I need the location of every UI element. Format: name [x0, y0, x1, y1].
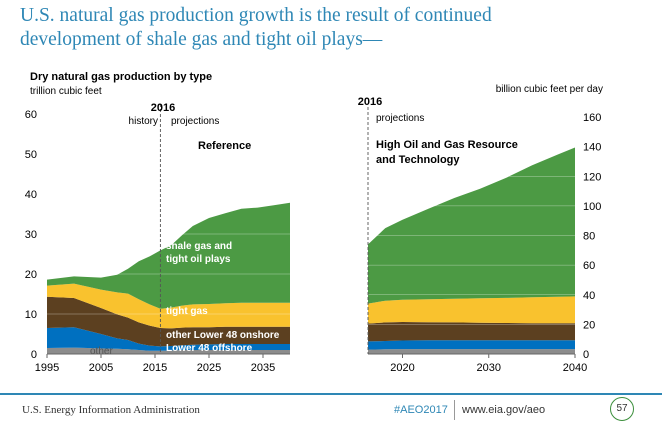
right-y-tick-label: 40 — [583, 290, 595, 302]
right-area-lower-48-offshore — [368, 340, 575, 350]
left-area-other-lower-48-onshore — [47, 296, 290, 347]
left-area-shale-gas-and-tight-oil-plays — [47, 202, 290, 309]
left-divider-year-label: 2016 — [151, 102, 175, 114]
tight-gas-area-label: tight gas — [166, 306, 208, 317]
left-area-other — [47, 347, 290, 354]
high-resource-case-label-line-1: High Oil and Gas Resource — [376, 139, 518, 151]
shale-area-label-line-2: tight oil plays — [166, 254, 231, 265]
production-charts: Dry natural gas production by type trill… — [25, 71, 603, 374]
right-x-tick-label: 2030 — [477, 362, 501, 374]
footer-hashtag: #AEO2017 — [394, 404, 448, 416]
slide-title-line-2: development of shale gas and tight oil p… — [20, 29, 383, 50]
left-x-tick-label: 2005 — [89, 362, 113, 374]
shale-area-label: shale gas and tight oil plays — [166, 241, 235, 265]
left-chart-unit-label: trillion cubic feet — [30, 86, 102, 97]
slide-title-line-1: U.S. natural gas production growth is th… — [20, 5, 492, 26]
left-area-tight-gas — [47, 283, 290, 329]
left-x-tick-label: 1995 — [35, 362, 59, 374]
left-y-tick-label: 60 — [25, 109, 37, 121]
left-y-tick-label: 0 — [31, 349, 37, 361]
right-y-tick-label: 80 — [583, 231, 595, 243]
left-chart-title: Dry natural gas production by type — [30, 71, 212, 83]
right-y-tick-label: 140 — [583, 142, 601, 154]
left-projections-label: projections — [171, 116, 219, 127]
left-y-tick-label: 40 — [25, 189, 37, 201]
right-y-tick-label: 0 — [583, 349, 589, 361]
right-area-other — [368, 349, 575, 354]
left-x-tick-label: 2015 — [143, 362, 167, 374]
right-y-tick-label: 60 — [583, 260, 595, 272]
right-x-tick-label: 2020 — [390, 362, 414, 374]
other-area-label: other — [90, 346, 113, 357]
right-divider-year-label: 2016 — [358, 96, 382, 108]
left-area-lower-48-offshore — [47, 327, 290, 351]
high-resource-case-label-line-2: and Technology — [376, 154, 460, 166]
right-y-tick-label: 160 — [583, 112, 601, 124]
shale-area-label-line-1: shale gas and — [166, 241, 232, 252]
right-chart-unit-label: billion cubic feet per day — [496, 84, 603, 95]
right-y-tick-label: 20 — [583, 319, 595, 331]
footer-separator — [454, 400, 455, 420]
right-y-tick-label: 120 — [583, 171, 601, 183]
onshore-area-label: other Lower 48 onshore — [166, 330, 280, 341]
footer-divider — [0, 393, 662, 395]
high-resource-case-label: High Oil and Gas Resource and Technology — [376, 139, 521, 166]
left-y-tick-label: 10 — [25, 309, 37, 321]
left-area-chart: 0 10 20 30 40 50 60 1995 2005 2015 2025 2035 — [25, 104, 290, 374]
left-x-tick-label: 2035 — [251, 362, 275, 374]
reference-case-label: Reference — [198, 140, 251, 152]
right-area-shale-gas-and-tight-oil-plays — [368, 147, 575, 304]
right-area-tight-gas — [368, 296, 575, 324]
left-y-tick-label: 30 — [25, 229, 37, 241]
right-x-tick-label: 2040 — [563, 362, 587, 374]
left-y-tick-label: 50 — [25, 149, 37, 161]
right-y-tick-label: 100 — [583, 201, 601, 213]
left-x-tick-label: 2025 — [197, 362, 221, 374]
footer-url[interactable]: www.eia.gov/aeo — [462, 404, 546, 416]
footer-agency: U.S. Energy Information Administration — [22, 404, 200, 416]
offshore-area-label: Lower 48 offshore — [166, 343, 253, 354]
page-number-badge: 57 — [610, 397, 634, 421]
left-y-tick-label: 20 — [25, 269, 37, 281]
slide-title: U.S. natural gas production growth is th… — [20, 4, 640, 52]
right-projections-label: projections — [376, 113, 424, 124]
right-area-other-lower-48-onshore — [368, 322, 575, 342]
history-label: history — [129, 116, 158, 127]
